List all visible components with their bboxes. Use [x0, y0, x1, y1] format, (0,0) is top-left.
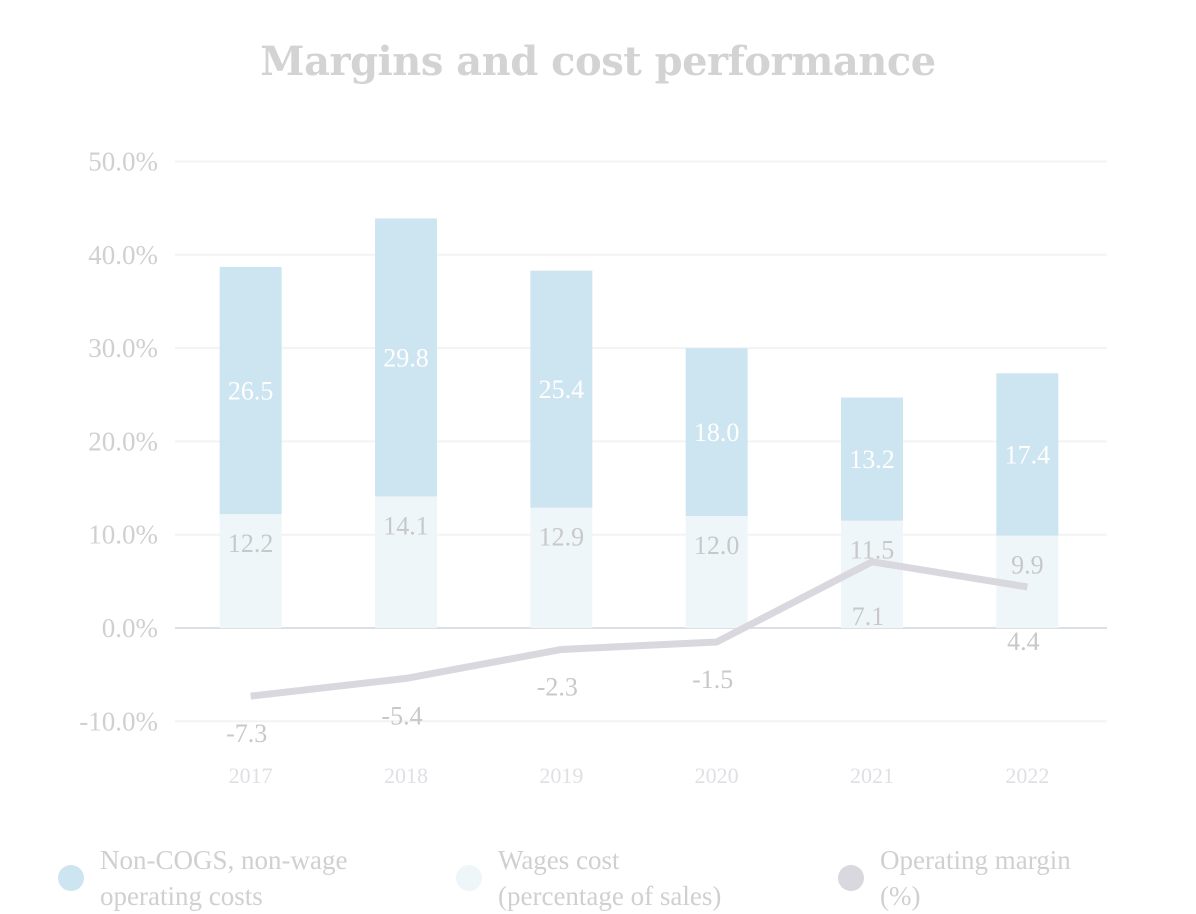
x-tick-label: 2022 [1005, 763, 1049, 788]
data-label-operating-margin: 4.4 [1007, 627, 1040, 656]
y-tick-label: 50.0% [88, 147, 158, 177]
x-tick-label: 2021 [850, 763, 894, 788]
legend-swatch-icon [838, 865, 864, 891]
legend-label: Wages cost [498, 845, 620, 875]
x-tick-label: 2019 [539, 763, 583, 788]
legend: Non-COGS, non-wage operating costs Wages… [0, 842, 1196, 912]
data-label-wages: 12.0 [694, 531, 740, 560]
y-tick-label: 0.0% [102, 613, 158, 643]
x-tick-label: 2018 [384, 763, 428, 788]
legend-item-wages: Wages cost (percentage of sales) [456, 842, 721, 914]
legend-label: operating costs [100, 881, 263, 911]
data-label-wages: 14.1 [383, 511, 429, 540]
legend-label: Operating margin [880, 845, 1071, 875]
data-label-wages: 12.2 [228, 529, 274, 558]
y-tick-label: 30.0% [88, 333, 158, 363]
x-tick-label: 2017 [229, 763, 273, 788]
legend-label: (percentage of sales) [498, 881, 721, 911]
data-label-operating-margin: 7.1 [852, 602, 885, 631]
legend-label: Non-COGS, non-wage [100, 845, 347, 875]
x-tick-label: 2020 [695, 763, 739, 788]
legend-swatch-icon [58, 865, 84, 891]
data-label-operating-margin: -7.3 [226, 719, 267, 748]
data-label-non-cogs: 29.8 [383, 343, 429, 372]
data-label-non-cogs: 18.0 [694, 418, 740, 447]
legend-item-operating-margin: Operating margin (%) [838, 842, 1071, 914]
data-label-non-cogs: 25.4 [539, 375, 585, 404]
chart-plot: 26.5 12.2 29.8 14.1 25.4 12.9 18.0 12.0 13.2 11.5… [0, 0, 1196, 840]
legend-swatch-icon [456, 865, 482, 891]
data-label-wages: 9.9 [1011, 551, 1044, 580]
y-tick-label: -10.0% [79, 706, 158, 736]
legend-label: (%) [880, 881, 920, 911]
legend-item-non-cogs: Non-COGS, non-wage operating costs [58, 842, 347, 914]
data-label-wages: 11.5 [850, 536, 895, 565]
y-tick-label: 40.0% [88, 240, 158, 270]
y-tick-label: 10.0% [88, 520, 158, 550]
data-label-non-cogs: 26.5 [228, 377, 274, 406]
data-label-non-cogs: 13.2 [849, 445, 895, 474]
data-label-non-cogs: 17.4 [1005, 440, 1051, 469]
y-tick-label: 20.0% [88, 426, 158, 456]
data-label-wages: 12.9 [539, 523, 585, 552]
data-label-operating-margin: -2.3 [537, 672, 578, 701]
data-label-operating-margin: -5.4 [381, 701, 422, 730]
data-label-operating-margin: -1.5 [692, 665, 733, 694]
